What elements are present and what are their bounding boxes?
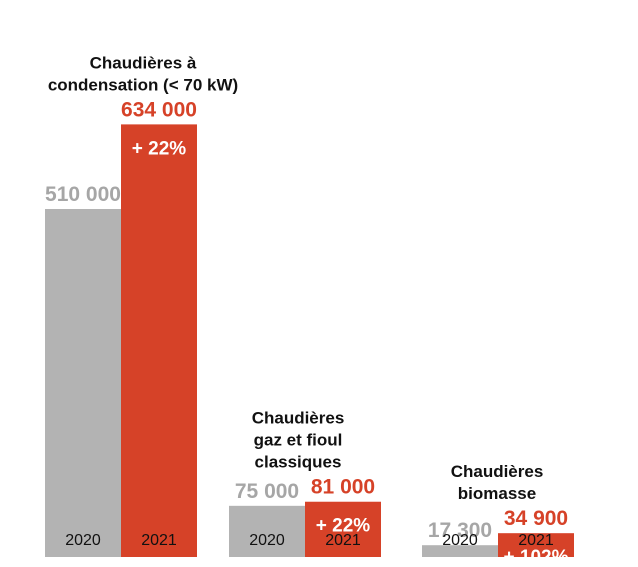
- value-label-2021-group-2: 81 000: [311, 476, 375, 499]
- value-label-2020-group-3: 17 300: [428, 519, 492, 542]
- value-label-2021-group-1: 634 000: [121, 98, 197, 121]
- group-title-line-3-group-2: classiques: [255, 453, 342, 472]
- group-title-line-2-group-2: gaz et fioul: [254, 431, 343, 450]
- bar-2020-group-3: [422, 545, 498, 557]
- bar-2021-group-2: [305, 501, 381, 557]
- year-label-2021-group-2: 2021: [325, 532, 361, 549]
- bar-2020-group-2: [229, 505, 305, 557]
- group-title-line-1-group-1: Chaudières à: [90, 53, 197, 72]
- group-title-line-2-group-1: condensation (< 70 kW): [48, 75, 238, 94]
- bar-2021-group-1: [121, 124, 197, 557]
- group-title-line-2-group-3: biomasse: [458, 484, 536, 503]
- year-label-2020-group-2: 2020: [249, 532, 285, 549]
- value-label-2021-group-3: 34 900: [504, 507, 568, 530]
- bar-2020-group-1: [45, 209, 121, 557]
- value-label-2020-group-2: 75 000: [235, 480, 299, 503]
- change-label-group-1: + 22%: [132, 138, 187, 159]
- value-label-2020-group-1: 510 000: [45, 183, 121, 206]
- year-label-2021-group-3: 2021: [518, 532, 554, 549]
- year-label-2020-group-1: 2020: [65, 532, 101, 549]
- year-label-2020-group-3: 2020: [442, 532, 478, 549]
- year-label-2021-group-1: 2021: [141, 532, 177, 549]
- group-title-line-1-group-2: Chaudières: [252, 409, 345, 428]
- bar-2021-group-3: [498, 533, 574, 557]
- change-label-group-3: + 102%: [504, 547, 569, 567]
- change-label-group-2: + 22%: [316, 516, 371, 537]
- group-title-line-1-group-3: Chaudières: [451, 462, 544, 481]
